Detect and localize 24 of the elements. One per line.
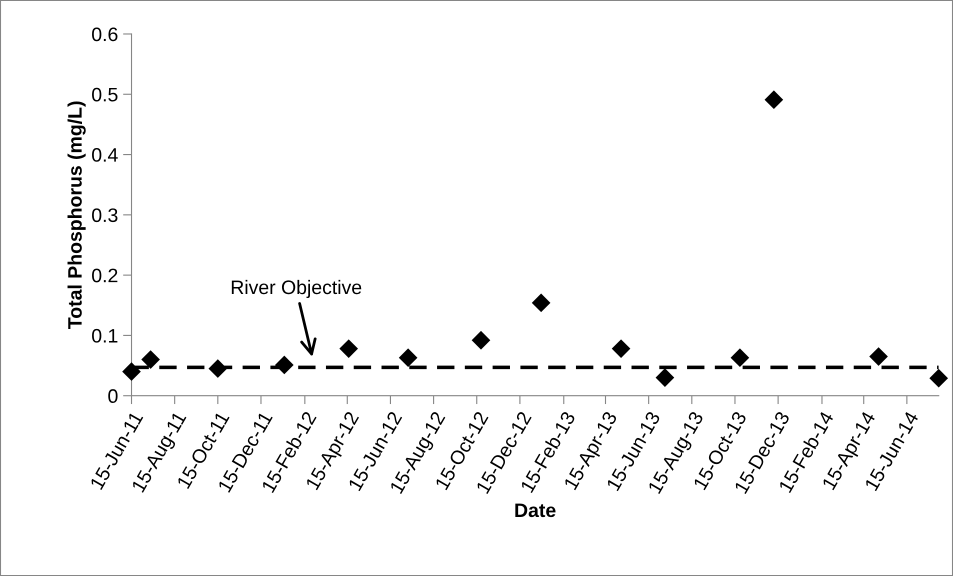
y-tick-label: 0.2 xyxy=(92,268,118,282)
y-axis-title: Total Phosphorus (mg/L) xyxy=(68,101,86,329)
y-tick-label: 0.6 xyxy=(92,27,118,42)
point xyxy=(208,359,228,378)
point xyxy=(122,362,141,381)
y-tick-label: 0.5 xyxy=(92,88,118,102)
point xyxy=(612,339,630,358)
point xyxy=(472,330,490,350)
point xyxy=(275,356,294,374)
point xyxy=(730,348,750,368)
point xyxy=(532,294,550,312)
y-tick-label: 0.4 xyxy=(92,148,118,162)
point xyxy=(869,347,888,366)
point xyxy=(141,350,160,369)
point xyxy=(929,368,948,388)
point xyxy=(398,348,418,368)
x-axis-title: Date xyxy=(515,504,556,518)
point xyxy=(764,90,784,110)
y-tick-label: 0.3 xyxy=(92,208,118,222)
point xyxy=(656,368,674,387)
point xyxy=(339,339,358,358)
annotation: River Objective xyxy=(232,280,362,298)
y-tick-label: 0.1 xyxy=(92,328,118,343)
y-tick-label: 0 xyxy=(108,389,118,403)
